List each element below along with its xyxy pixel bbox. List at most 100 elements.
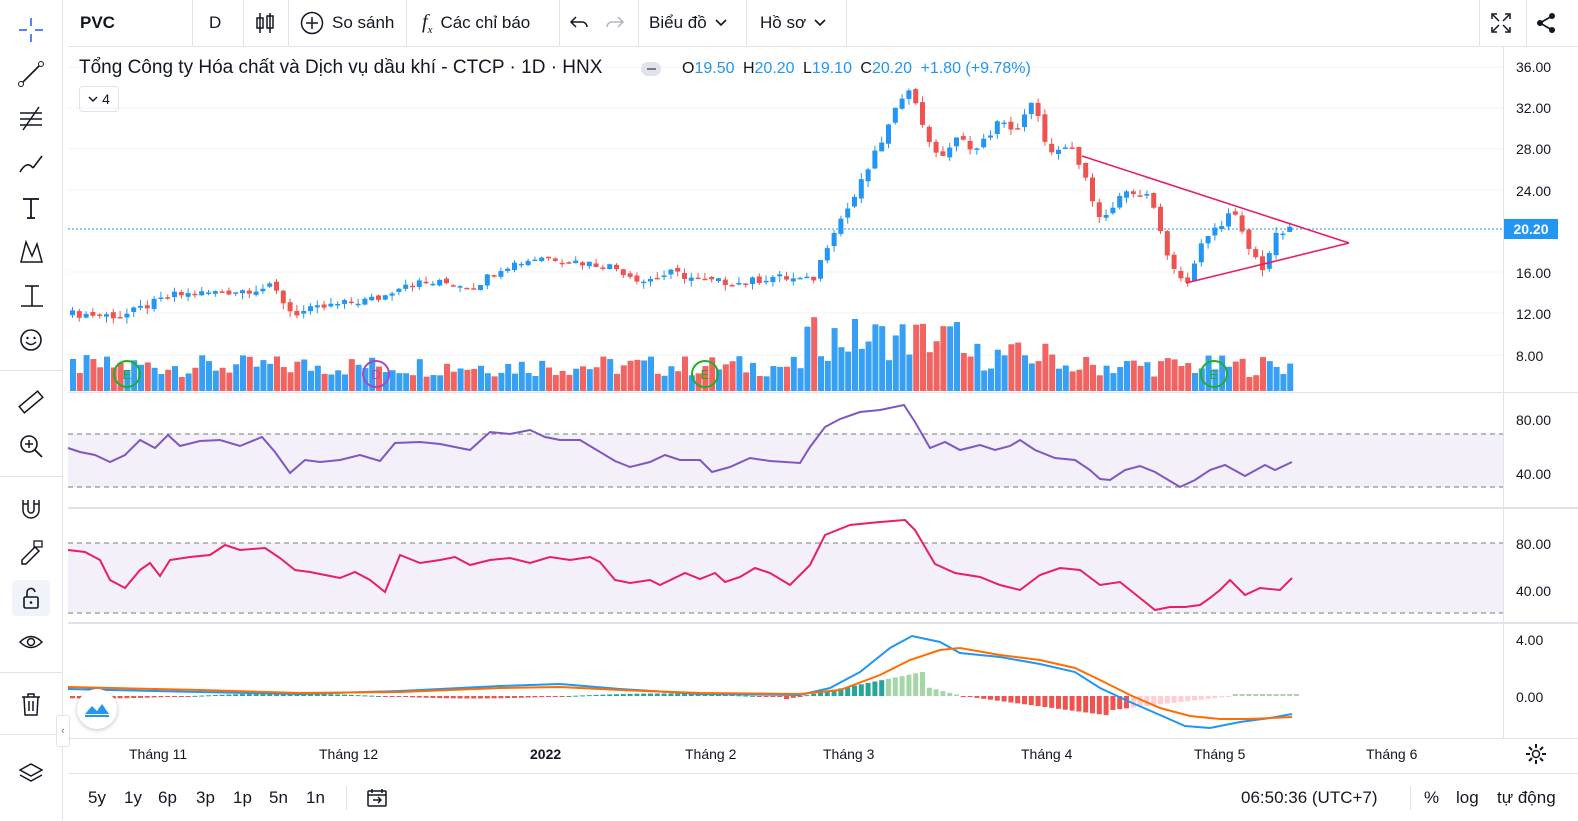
macd-histogram-bar: [1096, 696, 1102, 715]
volume-bar: [158, 374, 165, 391]
macd-histogram-bar: [1253, 694, 1259, 696]
volume-bar: [1117, 367, 1124, 391]
macd-histogram-bar: [342, 694, 347, 696]
range-1p[interactable]: 1p: [233, 787, 252, 807]
volume-bar: [811, 317, 818, 391]
profile-menu-button[interactable]: Hồ sơ: [760, 0, 826, 46]
symbol-legend-title: Tổng Công ty Hóa chất và Dịch vụ dầu khí…: [79, 57, 603, 78]
interval-button[interactable]: D: [209, 13, 222, 32]
pattern-tool-icon[interactable]: [12, 234, 50, 270]
volume-bar: [104, 356, 110, 391]
volume-bar: [1260, 357, 1266, 391]
zoom-in-icon[interactable]: [12, 428, 50, 464]
magnet-icon[interactable]: [12, 490, 50, 526]
macd-histogram-bar: [736, 695, 742, 697]
volume-bar: [913, 324, 920, 391]
unlock-icon[interactable]: [12, 580, 50, 616]
macd-histogram-bar: [144, 696, 150, 698]
brush-icon[interactable]: [12, 146, 50, 182]
goto-date-icon[interactable]: [366, 774, 388, 821]
layers-icon[interactable]: [12, 754, 50, 790]
collapse-sidebar-handle[interactable]: ‹: [56, 715, 70, 747]
ruler-icon[interactable]: [12, 384, 50, 420]
macd-histogram-bar: [403, 696, 409, 698]
volume-bar: [172, 366, 178, 391]
compare-button[interactable]: So sánh: [300, 0, 394, 46]
undo-icon[interactable]: [568, 0, 590, 46]
pane-separator[interactable]: [68, 622, 1578, 624]
crosshair-icon[interactable]: [12, 12, 50, 48]
chevron-down-icon: [88, 95, 98, 102]
lock-drawings-icon[interactable]: [12, 534, 50, 570]
volume-bar: [729, 361, 736, 391]
macd-histogram-bar: [1022, 696, 1027, 705]
candle-body: [858, 179, 864, 199]
candle-body: [1117, 195, 1123, 208]
volume-bar: [1266, 361, 1273, 391]
candle-body: [654, 277, 660, 280]
candle-body: [1260, 256, 1265, 271]
range-1n[interactable]: 1n: [306, 787, 325, 807]
volume-bar: [464, 369, 471, 391]
range-1y[interactable]: 1y: [124, 787, 142, 807]
triangle-pattern-drawing[interactable]: [1081, 155, 1350, 284]
macd-histogram-bar: [362, 695, 368, 697]
macd-histogram-bar: [369, 695, 375, 697]
candle-body: [410, 285, 415, 288]
log-toggle[interactable]: log: [1456, 787, 1479, 807]
share-icon[interactable]: [1534, 0, 1558, 46]
candles-icon[interactable]: [254, 0, 276, 46]
volume-bar: [226, 372, 233, 391]
candle-body: [573, 260, 579, 264]
auto-scale-toggle[interactable]: tự động: [1497, 787, 1556, 807]
settings-gear-icon[interactable]: [1525, 743, 1547, 770]
measure-tool-icon[interactable]: [12, 278, 50, 314]
volume-bar: [144, 362, 151, 391]
trend-line-icon[interactable]: [12, 56, 50, 92]
tradingview-logo-icon[interactable]: [77, 689, 117, 729]
macd-histogram-bar: [1008, 696, 1014, 703]
indicators-button[interactable]: fx Các chỉ báo: [422, 0, 530, 46]
candle-body: [1042, 114, 1048, 142]
indicators-collapse-button[interactable]: 4: [79, 86, 119, 112]
volume-bar: [1062, 365, 1069, 391]
candle-body: [437, 279, 443, 286]
pane-separator[interactable]: [68, 392, 1578, 393]
redo-icon[interactable]: [604, 0, 626, 46]
candle-body: [478, 285, 483, 291]
macd-histogram-bar: [532, 696, 538, 698]
range-5y[interactable]: 5y: [88, 787, 106, 807]
volume-bar: [716, 369, 722, 391]
pane-separator[interactable]: [68, 507, 1578, 509]
volume-bar: [76, 373, 83, 391]
macd-histogram-bar: [172, 696, 177, 697]
macd-histogram-bar: [124, 696, 130, 699]
volume-bar: [899, 324, 906, 391]
percent-toggle[interactable]: %: [1424, 787, 1440, 807]
volume-bar: [505, 363, 512, 391]
range-3p[interactable]: 3p: [196, 787, 215, 807]
candle-body: [144, 305, 150, 309]
volume-bar: [131, 360, 138, 391]
trash-icon[interactable]: [12, 686, 50, 722]
range-5n[interactable]: 5n: [269, 787, 288, 807]
price-axis[interactable]: 36.00 32.00 28.00 24.00 16.00 12.00 8.00…: [1503, 46, 1578, 738]
fullscreen-icon[interactable]: [1489, 0, 1513, 46]
text-tool-icon[interactable]: [12, 190, 50, 226]
macd-histogram-bar: [1015, 696, 1021, 704]
clock-timezone[interactable]: 06:50:36 (UTC+7): [1241, 787, 1378, 807]
macd-histogram-bar: [1226, 696, 1231, 697]
macd-histogram-bar: [858, 684, 864, 696]
emoji-icon[interactable]: [12, 322, 50, 358]
symbol-search[interactable]: PVC: [80, 13, 115, 32]
range-6p[interactable]: 6p: [158, 787, 177, 807]
macd-histogram-bar: [879, 680, 885, 696]
chart-menu-button[interactable]: Biểu đồ: [649, 0, 727, 46]
plus-circle-icon: [300, 11, 324, 35]
macd-histogram-bar: [1042, 696, 1048, 707]
market-status-icon[interactable]: [641, 62, 661, 76]
eye-icon[interactable]: [12, 624, 50, 660]
fib-tool-icon[interactable]: [12, 100, 50, 136]
event-marker-icon: [362, 360, 390, 388]
